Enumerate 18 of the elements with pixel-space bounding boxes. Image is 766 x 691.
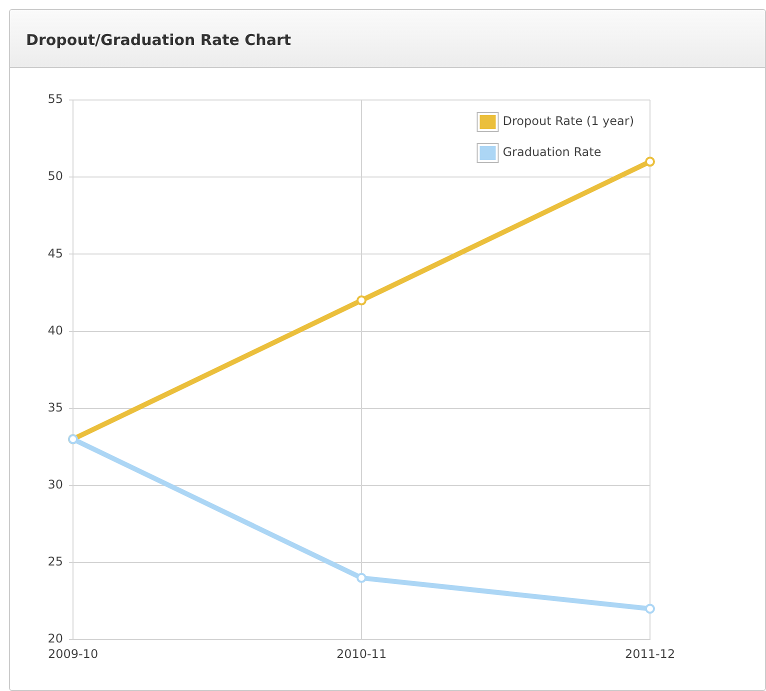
point — [356, 295, 366, 306]
x-tick-label: 2009-10 — [48, 646, 98, 661]
y-tick-label: 45 — [48, 246, 63, 260]
y-tick-label: 50 — [48, 169, 63, 184]
y-tick-label: 25 — [48, 554, 63, 569]
y-tick-label: 55 — [48, 92, 63, 106]
y-tick-label: 40 — [48, 323, 63, 338]
y-tick-label: 30 — [48, 478, 63, 492]
y-tick-label: 35 — [48, 400, 63, 414]
x-tick-label: 2010-11 — [336, 646, 387, 661]
chart-title: Dropout/Graduation Rate Chart — [10, 10, 765, 68]
legend-label: Dropout Rate (1 year) — [502, 114, 634, 128]
point — [645, 156, 655, 167]
legend-label: Graduation Rate — [502, 145, 602, 160]
x-tick-label: 2011-12 — [624, 646, 676, 661]
point — [356, 572, 366, 583]
point — [645, 604, 655, 614]
y-tick-label: 20 — [48, 632, 63, 646]
